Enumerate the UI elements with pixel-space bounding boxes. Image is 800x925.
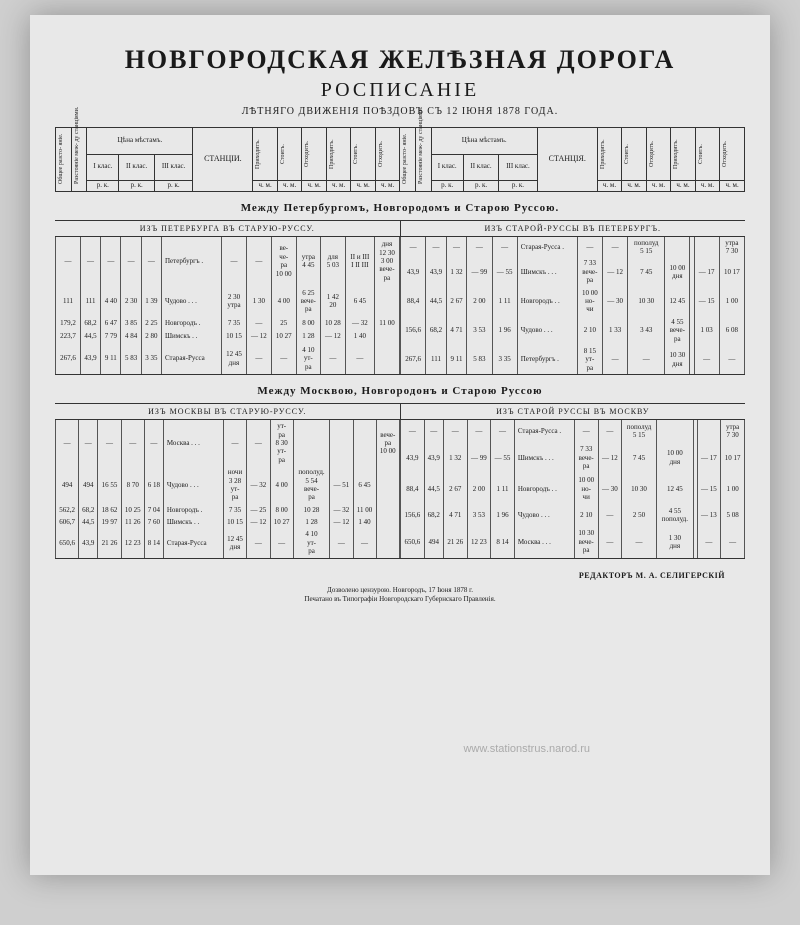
table-row: 43,943,91 32— 99— 55Шимскъ . . .7 33 веч… — [401, 442, 745, 473]
station-cell: Старая-Русса . — [514, 420, 574, 442]
station-cell: Шимскъ . . — [163, 516, 223, 528]
hdr-depart: Отходитъ. — [304, 129, 311, 179]
hdr-stand-r2: Стоитъ. — [698, 129, 705, 179]
table-row: 179,268,26 473 852 25Новгородъ .7 35—258… — [56, 317, 400, 330]
table-row: 43,943,91 32— 99— 55Шимскъ . . .7 33 веч… — [401, 257, 745, 286]
hdr-arrive: Приходитъ. — [255, 129, 262, 179]
station-cell: Петербургъ . — [161, 237, 221, 286]
hdr-arrive-r2: Приходитъ. — [673, 129, 680, 179]
table-row: —————Петербургъ .——ве- че- ра 10 00утра … — [56, 237, 400, 286]
hdr-c2: II клас. — [119, 154, 154, 181]
section1-left-table: —————Петербургъ .——ве- че- ра 10 00утра … — [55, 237, 400, 375]
table-row: 223,744,57 794 842 80Шимскъ . .10 15— 12… — [56, 330, 400, 343]
table-row: 156,668,24 713 531 96Чудово . . .2 10—2 … — [401, 504, 745, 526]
section2-tables: —————Москва . . .——ут- ра 8 30 ут- равеч… — [55, 420, 745, 558]
table-row: —————Старая-Русса .——пополуд 5 15утра 7 … — [401, 420, 745, 442]
table-row: 267,61119 115 833 35Петербургъ .8 15 ут-… — [401, 345, 745, 375]
title-main: НОВГОРОДСКАЯ ЖЕЛѢЗНАЯ ДОРОГА — [55, 45, 745, 75]
table-row: 650,649421 2612 238 14Москва . . .10 30 … — [401, 527, 745, 559]
station-cell: Старая-Русса . — [517, 237, 577, 258]
table-row: 88,444,52 672 001 11Новгородъ . .10 00 н… — [401, 473, 745, 504]
hdr-price: Цѣна мѣстамъ. — [87, 128, 193, 155]
title-sub: РОСПИСАНІЕ — [55, 79, 745, 102]
hdr-depart-r: Отходитъ. — [649, 129, 656, 179]
footer-l2: Печатано въ Типографіи Новгородскаго Губ… — [55, 595, 745, 605]
title-caption: ЛѢТНЯГО ДВИЖЕНІЯ ПОѢЗДОВЪ СЪ 12 ІЮНЯ 187… — [55, 106, 745, 117]
table-row: —————Старая-Русса .——пополуд 5 15утра 7 … — [401, 237, 745, 258]
hdr-dist-between: Разстояніе меж- ду станціями. — [74, 134, 81, 184]
station-cell: Петербургъ . — [517, 345, 577, 375]
station-cell: Чудово . . . — [514, 504, 574, 526]
hdr-arrive2: Приходитъ. — [329, 129, 336, 179]
section2-dir-left: ИЗЪ МОСКВЫ ВЪ СТАРУЮ-РУССУ. — [55, 403, 401, 420]
station-cell: Шимскъ . . — [161, 330, 221, 343]
section1-tables: —————Петербургъ .——ве- че- ра 10 00утра … — [55, 237, 745, 375]
hdr-c3: III клас. — [154, 154, 193, 181]
hdr-station-r: СТАНЦІЯ. — [537, 128, 597, 192]
hdr-dist-total: Общее разсто- яніе. — [58, 134, 65, 184]
section1-heading: Между Петербургомъ, Новгородомъ и Старою… — [55, 202, 745, 214]
hdr-depart2: Отходитъ. — [378, 129, 385, 179]
table-row: 267,643,99 115 833 35Старая-Русса12 45 д… — [56, 343, 400, 375]
hdr-c1-r: I клас. — [431, 154, 463, 181]
section1-dir-left: ИЗЪ ПЕТЕРБУРГА ВЪ СТАРУЮ-РУССУ. — [55, 220, 401, 237]
section1-right-table: —————Старая-Русса .——пополуд 5 15утра 7 … — [400, 237, 745, 375]
station-cell: Новгородъ . — [161, 317, 221, 330]
document-page: НОВГОРОДСКАЯ ЖЕЛѢЗНАЯ ДОРОГА РОСПИСАНІЕ … — [30, 15, 770, 875]
hdr-stand2: Стоитъ. — [353, 129, 360, 179]
table-row: 606,744,519 9711 267 60Шимскъ . .10 15— … — [56, 516, 400, 528]
hdr-stand-r: Стоитъ. — [624, 129, 631, 179]
section2-dir-right: ИЗЪ СТАРОЙ РУССЫ ВЪ МОСКВУ — [401, 403, 746, 420]
section2-heading: Между Москвою, Новгородонъ и Старою Русс… — [55, 385, 745, 397]
editor-line: РЕДАКТОРЪ М. А. СЕЛИГЕРСКІЙ — [55, 571, 725, 580]
station-cell: Новгородъ . — [163, 504, 223, 516]
hdr-depart-r2: Отходитъ. — [722, 129, 729, 179]
table-row: 156,668,24 713 531 96Чудово . . .2 101 3… — [401, 316, 745, 345]
table-row: 1111114 402 301 39Чудово . . .2 30 утра1… — [56, 286, 400, 317]
station-cell: Москва . . . — [514, 527, 574, 559]
table-row: 88,444,52 672 001 11Новгородъ . .10 00 н… — [401, 287, 745, 316]
footer: Дозволено цензурою. Новгородъ, 17 Іюня 1… — [55, 586, 745, 606]
hdr-dist-total-r: Общее разсто- яніе. — [402, 134, 409, 184]
section1-dir-row: ИЗЪ ПЕТЕРБУРГА ВЪ СТАРУЮ-РУССУ. ИЗЪ СТАР… — [55, 220, 745, 237]
column-header-table: Общее разсто- яніе. Разстояніе меж- ду с… — [55, 127, 745, 192]
section1-dir-right: ИЗЪ СТАРОЙ-РУССЫ ВЪ ПЕТЕРБУРГЪ. — [401, 220, 746, 237]
hdr-c2-r: II клас. — [463, 154, 498, 181]
table-row: 650,643,921 2612 238 14Старая-Русса12 45… — [56, 528, 400, 558]
table-row: 49449416 558 706 18Чудово . . .ночи 3 28… — [56, 466, 400, 504]
footer-l1: Дозволено цензурою. Новгородъ, 17 Іюня 1… — [55, 586, 745, 596]
station-cell: Шимскъ . . . — [517, 257, 577, 286]
hdr-stand: Стоитъ. — [280, 129, 287, 179]
station-cell: Чудово . . . — [517, 316, 577, 345]
hdr-station: СТАНЦІИ. — [193, 128, 253, 192]
watermark: www.stationstrus.narod.ru — [463, 743, 590, 755]
hdr-arrive-r: Приходитъ. — [600, 129, 607, 179]
station-cell: Новгородъ . . — [517, 287, 577, 316]
station-cell: Старая-Русса — [163, 528, 223, 558]
table-row: 562,268,218 6210 257 04Новгородъ .7 35— … — [56, 504, 400, 516]
section2-right-table: —————Старая-Русса .——пополуд 5 15утра 7 … — [400, 420, 745, 558]
station-cell: Старая-Русса — [161, 343, 221, 375]
station-cell: Москва . . . — [163, 420, 223, 466]
section2-left-table: —————Москва . . .——ут- ра 8 30 ут- равеч… — [55, 420, 400, 558]
station-cell: Новгородъ . . — [514, 473, 574, 504]
hdr-c3-r: III клас. — [499, 154, 538, 181]
station-cell: Шимскъ . . . — [514, 442, 574, 473]
hdr-dist-between-r: Разстояніе меж- ду станціями. — [418, 134, 425, 184]
station-cell: Чудово . . . — [163, 466, 223, 504]
hdr-c1: I клас. — [87, 154, 119, 181]
hdr-price-r: Цѣна мѣстамъ. — [431, 128, 537, 155]
station-cell: Чудово . . . — [161, 286, 221, 317]
table-row: —————Москва . . .——ут- ра 8 30 ут- равеч… — [56, 420, 400, 466]
section2-dir-row: ИЗЪ МОСКВЫ ВЪ СТАРУЮ-РУССУ. ИЗЪ СТАРОЙ Р… — [55, 403, 745, 420]
